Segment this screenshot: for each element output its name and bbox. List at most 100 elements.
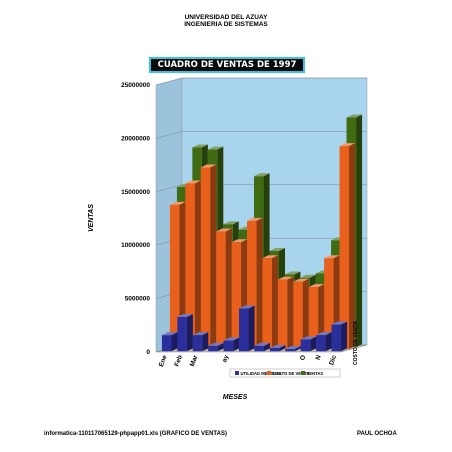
bar-utilidad-mensual-nov: [316, 332, 332, 352]
bar-front: [200, 167, 211, 350]
bar-front: [316, 335, 326, 352]
bar-top: [269, 344, 286, 348]
x-tick-label: Mar: [189, 354, 200, 368]
bar-costo-de-venta-ene: [169, 201, 186, 350]
footer-filename: informatica-110117065129-phpapp01.xls (G…: [44, 431, 227, 437]
bar-side: [186, 314, 193, 352]
legend-swatch: [267, 371, 271, 375]
bar-side: [349, 143, 356, 350]
bar-costo-de-venta-ago: [277, 276, 294, 350]
x-tick-label: ay: [221, 354, 230, 364]
y-tick-label: 25000000: [121, 82, 150, 89]
bar-top: [185, 180, 201, 184]
bar-costo-de-venta-mar: [200, 164, 217, 350]
bar-side: [225, 228, 232, 350]
depth-axis-label: COSTO DE VENTA: [353, 321, 359, 365]
bar-costo-de-venta-dic: [339, 143, 356, 350]
bar-side: [356, 114, 363, 348]
bar-side: [217, 342, 224, 352]
bar-top: [324, 255, 340, 259]
bar-top: [169, 201, 186, 205]
bar-front: [161, 335, 172, 352]
bar-front: [247, 220, 257, 350]
bar-front: [254, 345, 264, 352]
bar-costo-de-venta-jul: [262, 255, 278, 350]
bar-front: [308, 287, 319, 350]
y-tick-label: 20000000: [121, 135, 150, 142]
bar-front: [339, 146, 350, 350]
bar-utilidad-mensual-abr: [208, 342, 224, 352]
legend-label: VENTAS: [307, 371, 324, 376]
bar-top: [161, 332, 178, 336]
y-axis-label: VENTAS: [88, 204, 95, 232]
bar-front: [293, 281, 303, 350]
y-axis-ticks: 0 5000000 10000000 15000000 20000000 25000000: [121, 82, 150, 356]
bar-top: [239, 305, 255, 309]
legend-swatch: [301, 371, 305, 375]
bar-top: [207, 146, 224, 150]
legend-swatch: [235, 371, 239, 375]
x-axis-ticks: Ene Feb Mar ay O N Dic: [158, 354, 338, 368]
bar-top: [247, 217, 263, 221]
y-tick-label: 0: [146, 349, 150, 356]
bar-side: [271, 255, 278, 350]
chart-title: CUADRO DE VENTAS DE 1997: [149, 57, 305, 73]
bar-side: [279, 344, 286, 352]
bar-top: [331, 321, 348, 325]
bar-top: [339, 143, 356, 147]
bar-front: [300, 339, 311, 352]
bar-top: [269, 248, 285, 252]
gridline: [155, 131, 367, 139]
bar-utilidad-mensual-jun: [239, 305, 255, 352]
bar-front: [324, 258, 334, 350]
legend-label: UTILIDAD MENSUAL: [241, 371, 283, 376]
bar-utilidad-mensual-sep: [285, 346, 301, 352]
x-axis-label: MESES: [223, 394, 248, 401]
bar-costo-de-venta-sep: [293, 278, 309, 350]
gridline: [155, 77, 367, 86]
bar-front: [262, 258, 272, 350]
x-tick-label: O: [299, 354, 307, 361]
bar-front: [231, 242, 242, 350]
university-header: UNIVERSIDAD DEL AZUAY: [184, 14, 268, 21]
bars: [161, 114, 363, 352]
bar-top: [262, 255, 278, 259]
department-header: INGENIERIA DE SISTEMAS: [184, 21, 268, 28]
bar-top: [192, 144, 208, 148]
bar-top: [284, 271, 301, 275]
bar-side: [202, 332, 209, 352]
x-tick-label: Dic: [328, 354, 338, 366]
bar-costo-de-venta-feb: [185, 180, 201, 350]
legend-label: COSTO DE VENTA: [273, 371, 310, 376]
bar-side: [302, 278, 309, 350]
bar-front: [169, 204, 180, 350]
bar-side: [210, 164, 217, 350]
bar-top: [254, 342, 270, 346]
bar-utilidad-mensual-ago: [269, 344, 286, 352]
bar-front: [192, 335, 203, 352]
bar-top: [293, 278, 309, 282]
bar-side: [325, 332, 332, 352]
bar-top: [346, 114, 363, 118]
bar-utilidad-mensual-dic: [331, 321, 348, 352]
bar-front: [208, 345, 218, 352]
bar-front: [285, 349, 295, 352]
bar-front: [269, 347, 280, 352]
bar-top: [177, 314, 193, 318]
y-tick-label: 10000000: [121, 242, 150, 249]
bar-top: [316, 332, 332, 336]
footer-author: PAUL OCHOA: [357, 431, 397, 437]
bar-utilidad-mensual-mar: [192, 332, 209, 352]
bar-side: [287, 276, 294, 350]
x-tick-label: N: [315, 354, 323, 361]
bar-top: [300, 274, 316, 278]
bar-top: [192, 332, 209, 336]
bar-utilidad-mensual-may: [223, 337, 240, 352]
bar-front: [177, 317, 187, 352]
bar-utilidad-mensual-ene: [161, 332, 178, 352]
bar-costo-de-venta-abr: [216, 228, 232, 350]
bar-side: [179, 201, 186, 350]
bar-front: [185, 183, 195, 350]
bar-side: [263, 342, 270, 352]
bar-top: [300, 336, 317, 340]
